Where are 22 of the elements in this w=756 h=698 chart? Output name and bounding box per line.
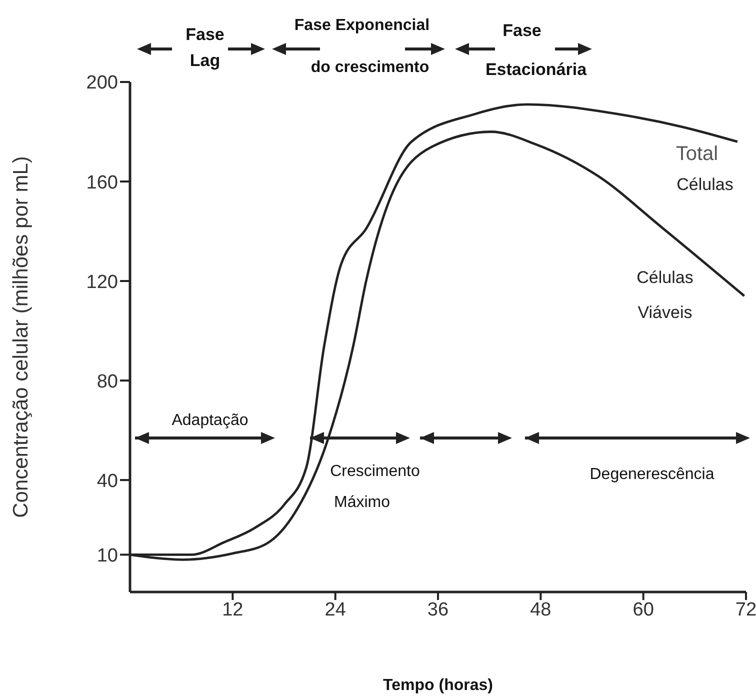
series-label: Células Viáveis — [636, 268, 694, 322]
annotation: Degenerescência — [590, 466, 714, 483]
x-tick-label: 24 — [324, 599, 346, 620]
x-tick-label: 60 — [632, 599, 654, 620]
text: Fase Exponencial do crescimento — [294, 17, 430, 76]
y-tick-label: 80 — [96, 371, 118, 392]
y-axis-title: Concentração celular (milhões por mL) — [9, 156, 32, 518]
annotation: Crescimento Máximo — [330, 463, 420, 511]
x-tick-label: 36 — [427, 599, 449, 620]
y-tick-label: 160 — [86, 172, 118, 194]
annotation: Adaptação — [172, 412, 248, 429]
x-tick-label: 48 — [530, 599, 552, 620]
text: Fase Estacionária — [485, 21, 588, 79]
y-tick-label: 10 — [96, 545, 118, 566]
x-tick-label: 72 — [735, 599, 756, 620]
text: Fase Lag — [186, 25, 224, 70]
x-tick-label: 12 — [222, 599, 244, 620]
series-label: Total Células — [676, 143, 734, 194]
y-tick-label: 120 — [86, 272, 118, 293]
x-axis-title: Tempo (horas) — [383, 677, 493, 694]
y-tick-label: 200 — [86, 72, 118, 94]
y-tick-label: 40 — [96, 470, 118, 492]
